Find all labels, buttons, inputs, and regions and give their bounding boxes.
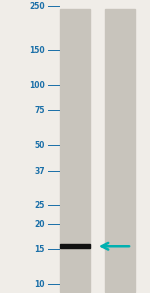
- Text: 20: 20: [34, 220, 45, 229]
- Text: 1: 1: [72, 0, 78, 1]
- Text: 100: 100: [29, 81, 45, 90]
- Bar: [60, 9, 90, 292]
- Bar: [105, 9, 135, 292]
- Bar: [60, 244, 90, 248]
- Text: 50: 50: [35, 141, 45, 150]
- Text: 15: 15: [35, 245, 45, 253]
- Text: 37: 37: [34, 167, 45, 176]
- Text: 75: 75: [34, 106, 45, 115]
- Text: 150: 150: [29, 46, 45, 55]
- Text: 250: 250: [29, 2, 45, 11]
- Text: 25: 25: [35, 200, 45, 209]
- Text: 10: 10: [34, 280, 45, 289]
- Text: 2: 2: [117, 0, 123, 1]
